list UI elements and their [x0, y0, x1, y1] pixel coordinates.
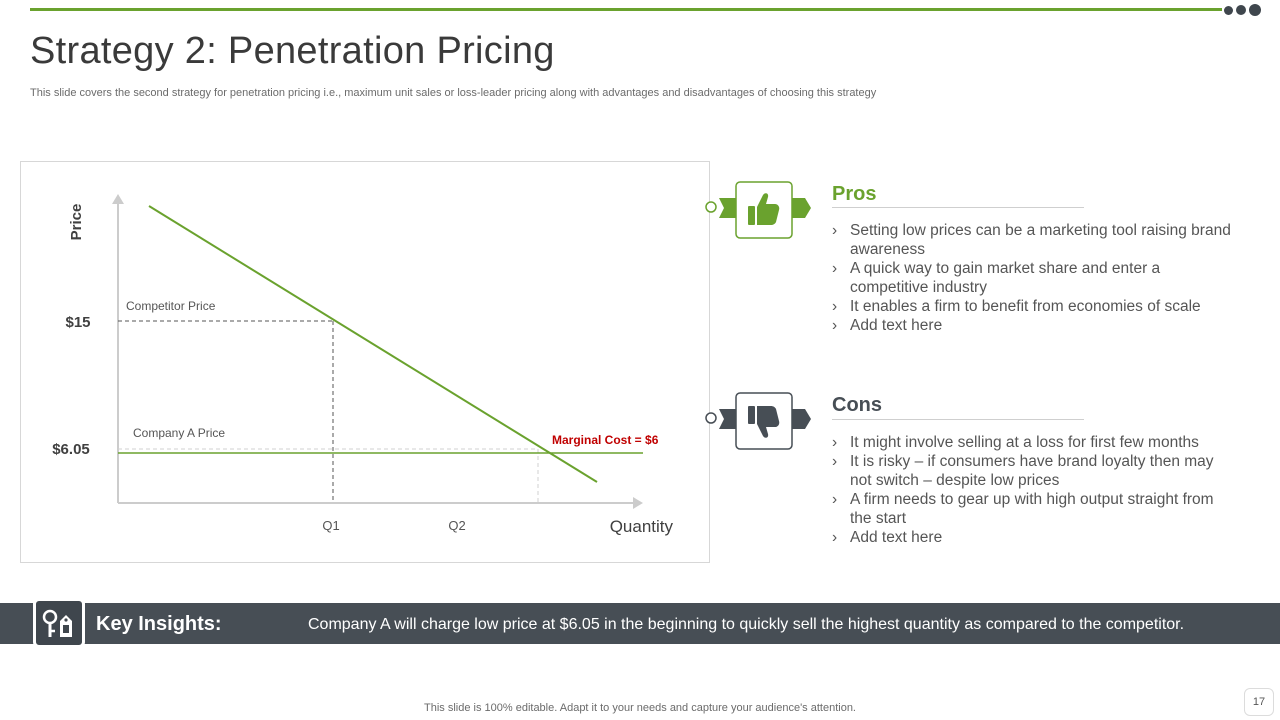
price-label-605: $6.05 — [52, 441, 90, 458]
key-insights-text: Company A will charge low price at $6.05… — [308, 616, 1185, 633]
pros-list: Setting low prices can be a marketing to… — [832, 221, 1232, 335]
q2-label: Q2 — [448, 518, 465, 533]
price-tag-icon — [42, 609, 72, 637]
cons-title: Cons — [832, 394, 882, 416]
competitor-price-label: Competitor Price — [126, 299, 216, 313]
list-item: It might involve selling at a loss for f… — [832, 433, 1232, 452]
list-item: Add text here — [832, 316, 1232, 335]
thumbs-up-icon — [748, 193, 780, 225]
list-item: Add text here — [832, 528, 1232, 547]
footer-note: This slide is 100% editable. Adapt it to… — [424, 702, 856, 714]
pros-title: Pros — [832, 183, 877, 205]
list-item: Setting low prices can be a marketing to… — [832, 221, 1232, 259]
list-item: A firm needs to gear up with high output… — [832, 490, 1232, 528]
cons-divider — [832, 419, 1084, 420]
pros-icon-badge — [703, 180, 813, 240]
list-item: It is risky – if consumers have brand lo… — [832, 452, 1232, 490]
cons-icon-badge — [703, 391, 813, 451]
pricing-diagram-svg: Price Quantity $15 $6.05 Competitor Pric… — [52, 194, 674, 536]
cons-list: It might involve selling at a loss for f… — [832, 433, 1232, 547]
demand-curve — [148, 205, 598, 483]
q1-label: Q1 — [322, 518, 339, 533]
thumbs-down-icon — [748, 406, 780, 438]
key-insights-label: Key Insights: — [96, 613, 222, 635]
list-item: A quick way to gain market share and ent… — [832, 259, 1232, 297]
y-axis-label: Price — [68, 204, 85, 241]
pros-divider — [832, 207, 1084, 208]
top-accent-line — [30, 8, 1222, 11]
pricing-diagram: Price Quantity $15 $6.05 Competitor Pric… — [20, 161, 710, 563]
list-item: It enables a firm to benefit from econom… — [832, 297, 1232, 316]
y-axis-arrow — [112, 194, 124, 204]
top-dots-decoration — [1224, 4, 1261, 16]
page-number: 17 — [1244, 688, 1274, 716]
company-a-price-label: Company A Price — [133, 426, 225, 440]
key-insights-bar — [0, 603, 1280, 644]
key-insights-icon-box — [33, 598, 85, 648]
price-label-15: $15 — [65, 314, 90, 331]
slide-title: Strategy 2: Penetration Pricing — [30, 30, 555, 72]
x-axis-arrow — [633, 497, 643, 509]
marginal-cost-label: Marginal Cost = $6 — [552, 433, 659, 447]
x-axis-label: Quantity — [610, 517, 674, 536]
slide-subtitle: This slide covers the second strategy fo… — [30, 87, 877, 99]
